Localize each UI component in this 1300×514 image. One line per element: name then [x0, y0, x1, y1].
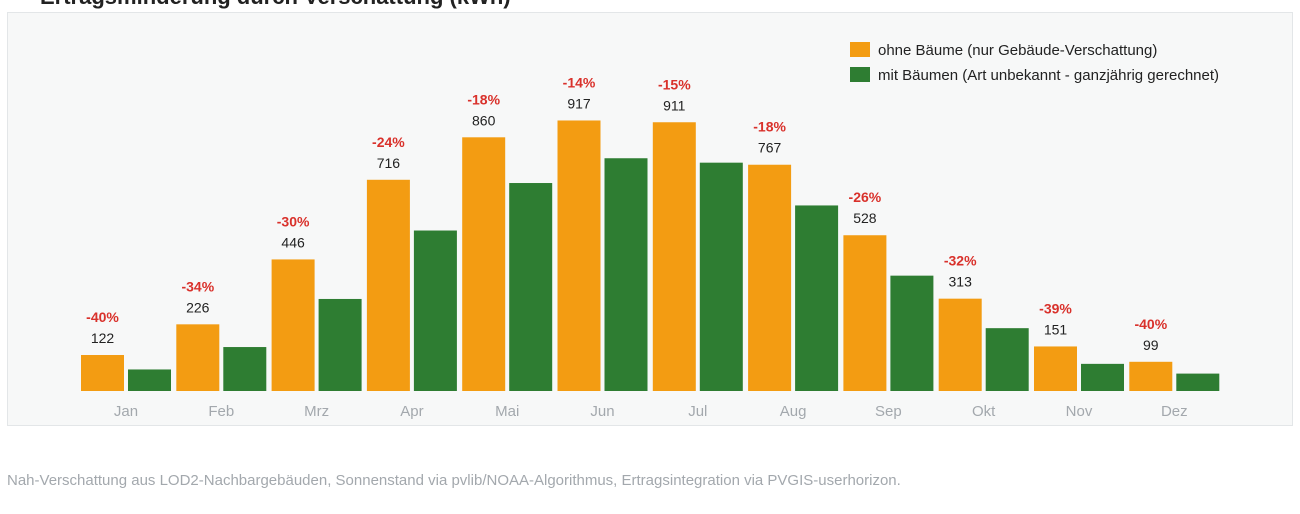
bar-ohne-feb	[176, 324, 220, 391]
bar-mit-aug	[795, 205, 839, 391]
x-tick-mrz: Mrz	[304, 403, 329, 420]
bar-mit-nov	[1081, 363, 1124, 391]
percent-label-mrz: -30%	[277, 213, 310, 229]
legend-swatch-mit	[850, 67, 870, 82]
bar-ohne-mai	[462, 137, 506, 391]
percent-label-aug: -18%	[753, 119, 786, 135]
bar-ohne-sep	[843, 235, 887, 391]
percent-label-okt: -32%	[944, 253, 977, 269]
chart-panel: 122 -40% 226 -34% 446 -30% 716 -24% 860 -18% 917 -1…	[7, 12, 1293, 426]
x-tick-okt: Okt	[972, 403, 996, 420]
bar-ohne-apr	[366, 179, 410, 391]
x-tick-mai: Mai	[495, 403, 519, 420]
percent-label-jan: -40%	[86, 309, 119, 325]
percent-label-nov: -39%	[1039, 300, 1072, 316]
x-tick-jul: Jul	[688, 403, 707, 420]
x-tick-nov: Nov	[1066, 403, 1093, 420]
percent-label-apr: -24%	[372, 134, 405, 150]
bar-ohne-okt	[938, 298, 982, 391]
percent-label-jun: -14%	[563, 74, 596, 90]
bar-ohne-mrz	[271, 259, 315, 391]
percent-label-jul: -15%	[658, 76, 691, 92]
x-tick-jan: Jan	[114, 403, 138, 420]
page-title: Ertragsminderung durch Verschattung (kWh…	[40, 0, 511, 8]
bar-ohne-jul	[652, 122, 696, 391]
value-label-nov: 151	[1044, 321, 1068, 337]
value-label-jan: 122	[91, 330, 115, 346]
percent-label-dez: -40%	[1134, 316, 1167, 332]
bars-group	[81, 120, 1220, 392]
legend-swatch-ohne	[850, 42, 870, 57]
bar-mit-sep	[890, 275, 934, 391]
value-labels-group: 122 -40% 226 -34% 446 -30% 716 -24% 860 -18% 917 -1…	[86, 74, 1168, 352]
percent-label-feb: -34%	[181, 278, 214, 294]
x-tick-apr: Apr	[400, 403, 423, 420]
x-tick-jun: Jun	[590, 403, 614, 420]
x-tick-sep: Sep	[875, 403, 902, 420]
bar-ohne-nov	[1034, 346, 1077, 391]
bar-mit-mai	[509, 183, 553, 391]
percent-label-mai: -18%	[467, 91, 500, 107]
value-label-aug: 767	[758, 140, 782, 156]
footnote: Nah-Verschattung aus LOD2-Nachbargebäude…	[7, 472, 901, 489]
bar-ohne-dez	[1129, 361, 1173, 391]
bar-mit-jan	[128, 369, 171, 391]
value-label-mrz: 446	[281, 234, 305, 250]
bar-ohne-aug	[748, 164, 792, 391]
value-label-okt: 313	[949, 274, 973, 290]
bar-ohne-jun	[557, 120, 601, 392]
percent-label-sep: -26%	[849, 189, 882, 205]
bar-mit-jun	[604, 158, 648, 391]
bar-mit-dez	[1176, 373, 1220, 391]
value-label-jun: 917	[567, 95, 591, 111]
bar-mit-apr	[413, 230, 457, 391]
monthly-shading-bar-chart: 122 -40% 226 -34% 446 -30% 716 -24% 860 -18% 917 -1…	[81, 42, 1220, 420]
bar-mit-feb	[223, 347, 267, 391]
x-tick-dez: Dez	[1161, 403, 1188, 420]
value-label-jul: 911	[663, 97, 686, 113]
value-label-feb: 226	[186, 299, 210, 315]
bar-mit-mrz	[318, 298, 362, 391]
bar-mit-okt	[985, 328, 1029, 391]
x-tick-aug: Aug	[780, 403, 807, 420]
value-label-mai: 860	[472, 112, 496, 128]
x-axis-ticks-group: Jan Feb Mrz Apr Mai Jun Jul Aug Sep Okt Nov Dez	[114, 403, 1188, 420]
legend-label-ohne: ohne Bäume (nur Gebäude-Verschattung)	[878, 42, 1157, 59]
legend-label-mit: mit Bäumen (Art unbekannt - ganzjährig g…	[878, 67, 1219, 84]
bar-ohne-jan	[81, 355, 124, 391]
value-label-sep: 528	[853, 210, 877, 226]
bar-mit-jul	[699, 162, 743, 391]
value-label-apr: 716	[377, 155, 401, 171]
x-tick-feb: Feb	[208, 403, 234, 420]
value-label-dez: 99	[1143, 337, 1159, 353]
legend: ohne Bäume (nur Gebäude-Verschattung) mi…	[850, 42, 1219, 84]
